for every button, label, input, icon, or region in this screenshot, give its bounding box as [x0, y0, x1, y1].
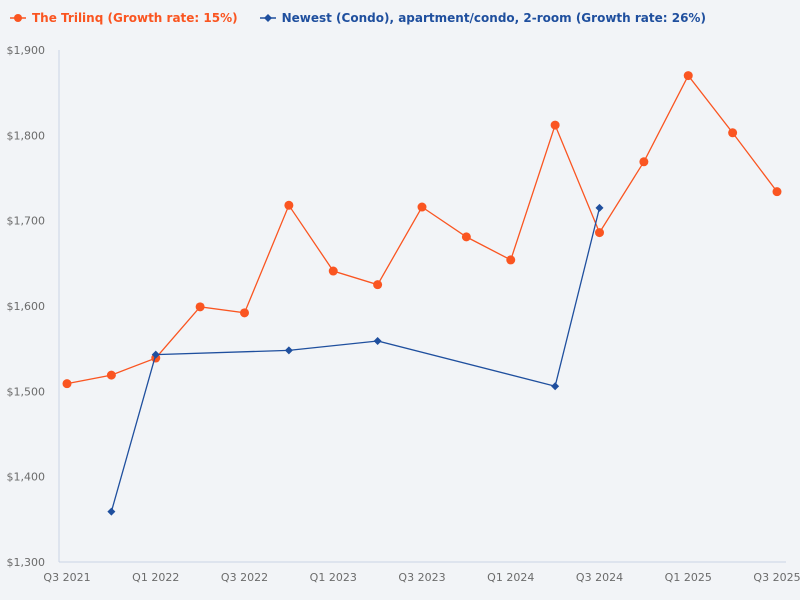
data-point[interactable]: [506, 255, 516, 265]
data-point[interactable]: [284, 200, 294, 210]
data-point[interactable]: [595, 203, 604, 212]
data-point[interactable]: [595, 228, 604, 238]
data-point[interactable]: [639, 157, 649, 167]
data-point[interactable]: [62, 379, 72, 389]
data-point[interactable]: [683, 71, 693, 81]
data-point[interactable]: [373, 280, 383, 290]
x-tick-label: Q1 2023: [310, 571, 357, 584]
data-point[interactable]: [284, 346, 293, 355]
y-tick-label: $1,400: [7, 471, 46, 484]
data-point[interactable]: [195, 302, 205, 312]
y-tick-label: $1,700: [7, 215, 46, 228]
y-tick-label: $1,600: [7, 300, 46, 313]
series-2: [107, 203, 604, 516]
y-tick-label: $1,800: [7, 129, 46, 142]
data-point[interactable]: [772, 187, 782, 197]
x-tick-label: Q1 2024: [487, 571, 534, 584]
x-tick-label: Q3 2023: [398, 571, 445, 584]
legend-item-2[interactable]: Newest (Condo), apartment/condo, 2-room …: [259, 11, 706, 25]
legend-label: The Trilinq (Growth rate: 15%): [32, 11, 238, 25]
y-tick-label: $1,300: [7, 556, 46, 569]
data-point[interactable]: [151, 350, 160, 359]
data-point[interactable]: [728, 128, 738, 138]
x-tick-label: Q3 2025: [753, 571, 800, 584]
legend-item-1[interactable]: The Trilinq (Growth rate: 15%): [10, 11, 238, 25]
series-line: [66, 74, 778, 385]
y-tick-label: $1,900: [7, 44, 46, 57]
legend-label: Newest (Condo), apartment/condo, 2-room …: [281, 11, 706, 25]
chart-legend: The Trilinq (Growth rate: 15%) Newest (Co…: [10, 8, 706, 28]
circle-marker-icon: [10, 14, 26, 22]
data-point[interactable]: [550, 120, 560, 130]
diamond-marker-icon: [259, 14, 276, 22]
x-tick-label: Q1 2025: [665, 571, 712, 584]
x-tick-label: Q1 2022: [132, 571, 179, 584]
series-1: [62, 71, 782, 389]
data-point[interactable]: [240, 308, 249, 318]
data-point[interactable]: [417, 202, 427, 212]
data-point[interactable]: [106, 370, 116, 380]
x-tick-label: Q3 2022: [221, 571, 268, 584]
data-point[interactable]: [328, 266, 338, 276]
axes: [58, 50, 786, 563]
x-tick-label: Q3 2024: [576, 571, 623, 584]
series-line: [110, 207, 601, 512]
data-point[interactable]: [373, 336, 382, 345]
y-tick-label: $1,500: [7, 385, 46, 398]
x-tick-label: Q3 2021: [43, 571, 90, 584]
data-point[interactable]: [551, 382, 560, 391]
data-point[interactable]: [461, 232, 471, 242]
data-point[interactable]: [107, 507, 116, 516]
